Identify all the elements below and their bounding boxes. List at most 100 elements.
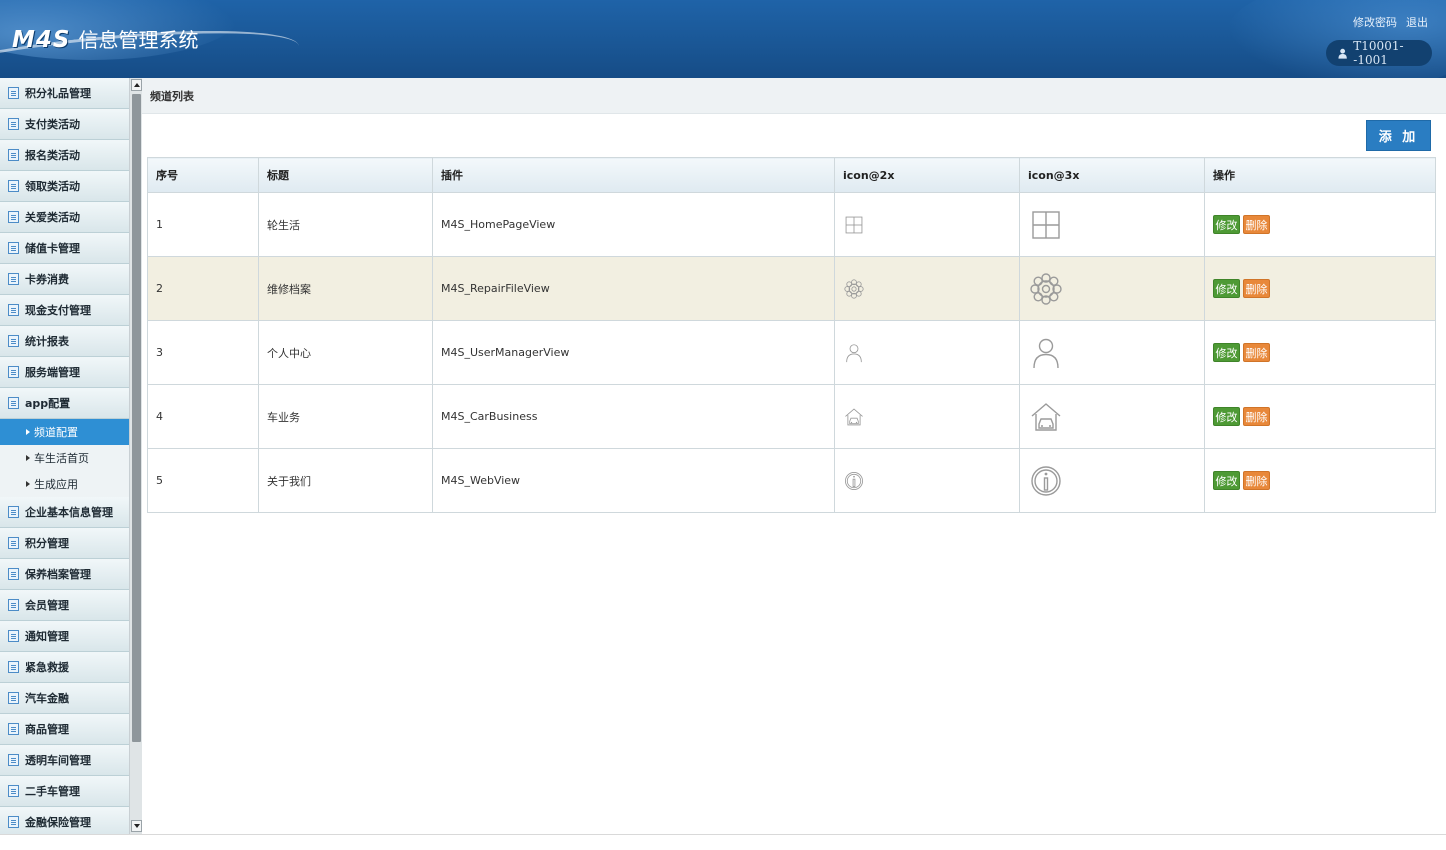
table-row: 4 车业务 M4S_CarBusiness 修改 删除	[147, 384, 1436, 449]
scroll-up-arrow-icon[interactable]	[131, 79, 142, 91]
sidebar-item-label: 汽车金融	[25, 692, 69, 705]
sidebar-item-label: 企业基本信息管理	[25, 506, 113, 519]
sidebar-item[interactable]: 报名类活动	[0, 140, 129, 171]
edit-button[interactable]: 修改	[1213, 215, 1240, 234]
sidebar-item[interactable]: 关爱类活动	[0, 202, 129, 233]
logo-brand: M4S	[12, 27, 71, 53]
person-icon	[846, 343, 862, 362]
cell-plugin: M4S_WebView	[432, 448, 835, 513]
add-button[interactable]: 添 加	[1366, 120, 1431, 151]
sidebar-item-label: 商品管理	[25, 723, 69, 736]
sidebar-subitem-label: 生成应用	[34, 478, 78, 491]
main-content: 频道列表 添 加 序号 标题 插件 icon@2x icon@3x 操作 1 轮生…	[142, 78, 1446, 834]
cell-index: 1	[147, 192, 259, 257]
sidebar-item[interactable]: 统计报表	[0, 326, 129, 357]
cell-plugin: M4S_CarBusiness	[432, 384, 835, 449]
cell-index: 5	[147, 448, 259, 513]
edit-button[interactable]: 修改	[1213, 471, 1240, 490]
sidebar-item-label: 通知管理	[25, 630, 69, 643]
sidebar-item[interactable]: 企业基本信息管理	[0, 497, 129, 528]
col-header-icon2x: icon@2x	[834, 157, 1020, 193]
scroll-down-arrow-icon[interactable]	[131, 820, 142, 832]
sidebar-item-label: 统计报表	[25, 335, 69, 348]
logout-link[interactable]: 退出	[1406, 16, 1428, 29]
sidebar-item[interactable]: 积分管理	[0, 528, 129, 559]
sidebar-item[interactable]: 卡券消费	[0, 264, 129, 295]
info-icon	[1031, 465, 1061, 496]
sidebar-item[interactable]: 商品管理	[0, 714, 129, 745]
col-header-icon3x: icon@3x	[1019, 157, 1205, 193]
delete-button[interactable]: 删除	[1243, 343, 1270, 362]
delete-button[interactable]: 删除	[1243, 215, 1270, 234]
caret-right-icon	[26, 429, 30, 435]
list-icon	[8, 754, 19, 766]
list-icon	[8, 211, 19, 223]
delete-button[interactable]: 删除	[1243, 279, 1270, 298]
user-icon	[1338, 48, 1347, 59]
sidebar-item-label: 服务端管理	[25, 366, 80, 379]
cell-actions: 修改 删除	[1204, 320, 1436, 385]
grid-icon	[845, 216, 863, 233]
sidebar-item[interactable]: 紧急救援	[0, 652, 129, 683]
cell-actions: 修改 删除	[1204, 448, 1436, 513]
sidebar-subitem[interactable]: 车生活首页	[0, 445, 129, 471]
list-icon	[8, 180, 19, 192]
cell-icon3x	[1019, 384, 1205, 449]
sidebar-item[interactable]: 透明车间管理	[0, 745, 129, 776]
delete-button[interactable]: 删除	[1243, 407, 1270, 426]
sidebar-item[interactable]: 会员管理	[0, 590, 129, 621]
change-password-link[interactable]: 修改密码	[1353, 16, 1397, 29]
list-icon	[8, 335, 19, 347]
list-icon	[8, 785, 19, 797]
sidebar-item[interactable]: 保养档案管理	[0, 559, 129, 590]
sidebar-item[interactable]: app配置	[0, 388, 129, 419]
breadcrumb: 频道列表	[142, 78, 1446, 114]
cell-plugin: M4S_HomePageView	[432, 192, 835, 257]
sidebar-item[interactable]: 服务端管理	[0, 357, 129, 388]
cell-index: 3	[147, 320, 259, 385]
breadcrumb-label: 频道列表	[150, 89, 194, 103]
sidebar-item[interactable]: 金融保险管理	[0, 807, 129, 834]
app-logo: M4S 信息管理系统	[12, 24, 198, 53]
sidebar-item-label: 保养档案管理	[25, 568, 91, 581]
cell-title: 维修档案	[258, 256, 433, 321]
sidebar-scrollbar[interactable]	[129, 78, 142, 834]
user-badge[interactable]: T10001--1001	[1326, 39, 1432, 67]
sidebar-item-label: 积分管理	[25, 537, 69, 550]
header-links: 修改密码 退出	[1353, 14, 1428, 30]
cell-title: 轮生活	[258, 192, 433, 257]
delete-button[interactable]: 删除	[1243, 471, 1270, 490]
edit-button[interactable]: 修改	[1213, 343, 1240, 362]
person-icon	[1033, 338, 1059, 368]
table-row: 1 轮生活 M4S_HomePageView 修改 删除	[147, 192, 1436, 257]
edit-button[interactable]: 修改	[1213, 279, 1240, 298]
car-house-icon	[845, 407, 863, 425]
list-icon	[8, 149, 19, 161]
edit-button[interactable]: 修改	[1213, 407, 1240, 426]
sidebar-item[interactable]: 汽车金融	[0, 683, 129, 714]
caret-right-icon	[26, 481, 30, 487]
sidebar-item-label: 报名类活动	[25, 149, 80, 162]
sidebar-subitem-label: 频道配置	[34, 426, 78, 439]
list-icon	[8, 242, 19, 254]
gear-icon	[844, 278, 864, 299]
table-header-row: 序号 标题 插件 icon@2x icon@3x 操作	[147, 157, 1436, 193]
sidebar-item[interactable]: 领取类活动	[0, 171, 129, 202]
sidebar-subitem[interactable]: 生成应用	[0, 471, 129, 497]
col-header-actions: 操作	[1204, 157, 1436, 193]
cell-icon3x	[1019, 256, 1205, 321]
sidebar-item[interactable]: 现金支付管理	[0, 295, 129, 326]
grid-icon	[1032, 210, 1060, 239]
list-icon	[8, 599, 19, 611]
cell-actions: 修改 删除	[1204, 384, 1436, 449]
sidebar-item[interactable]: 积分礼品管理	[0, 78, 129, 109]
scroll-thumb[interactable]	[132, 94, 141, 742]
cell-icon2x	[834, 320, 1020, 385]
sidebar-item[interactable]: 通知管理	[0, 621, 129, 652]
sidebar-item[interactable]: 支付类活动	[0, 109, 129, 140]
sidebar-item[interactable]: 储值卡管理	[0, 233, 129, 264]
table-row: 2 维修档案 M4S_RepairFileView 修改 删除	[147, 256, 1436, 321]
channel-table: 序号 标题 插件 icon@2x icon@3x 操作 1 轮生活 M4S_Home…	[147, 157, 1436, 513]
sidebar-subitem[interactable]: 频道配置	[0, 419, 129, 445]
sidebar-item[interactable]: 二手车管理	[0, 776, 129, 807]
